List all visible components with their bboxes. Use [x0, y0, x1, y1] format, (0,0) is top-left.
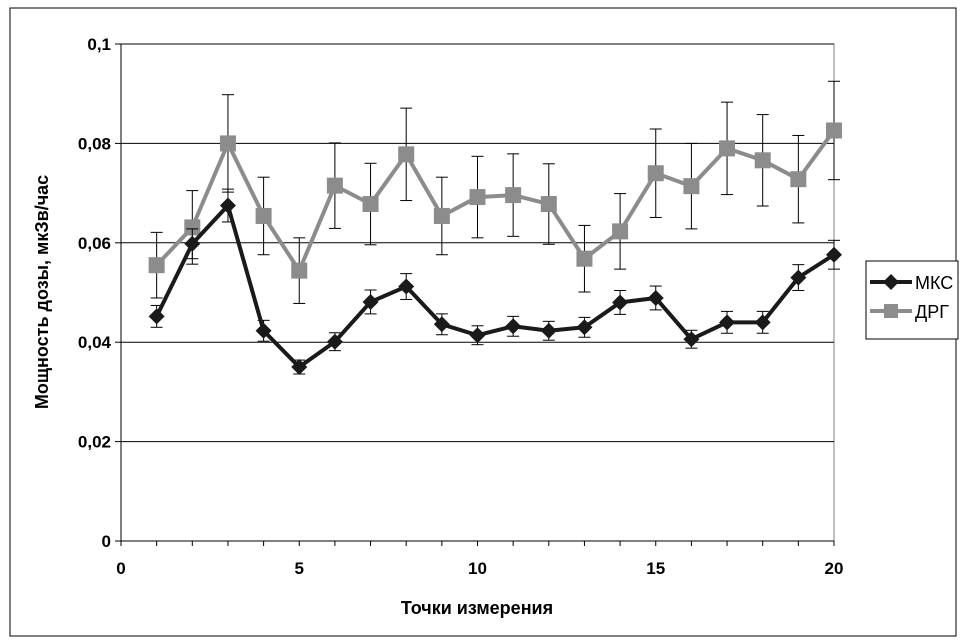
data-point — [398, 278, 415, 295]
data-point — [719, 140, 736, 157]
data-point — [790, 269, 807, 286]
data-point — [148, 257, 165, 274]
series-layer — [148, 80, 842, 376]
legend-label-drg: ДРГ — [915, 302, 949, 322]
data-point — [612, 294, 629, 311]
data-point — [433, 316, 450, 333]
data-point — [326, 177, 343, 194]
data-point — [291, 262, 308, 279]
legend: МКС ДРГ — [865, 260, 959, 340]
x-tick-label: 20 — [825, 559, 844, 578]
y-tick-label: 0,06 — [78, 234, 111, 253]
y-tick-label: 0,04 — [78, 333, 112, 352]
data-point — [148, 308, 165, 325]
data-point — [255, 207, 272, 224]
data-point — [826, 246, 842, 263]
legend-item-mks: МКС — [870, 273, 953, 293]
legend-item-drg: ДРГ — [870, 302, 949, 322]
data-point — [469, 189, 486, 206]
data-point — [647, 289, 664, 306]
data-point — [362, 293, 379, 310]
data-point — [826, 122, 842, 139]
x-tick-label: 0 — [116, 559, 125, 578]
data-point — [184, 235, 201, 252]
plot-area — [120, 43, 835, 542]
data-point — [576, 250, 593, 267]
data-point — [719, 314, 736, 331]
data-point — [326, 333, 343, 350]
data-point — [433, 207, 450, 224]
data-point — [647, 165, 664, 182]
y-tick-label: 0,08 — [78, 134, 111, 153]
data-point — [219, 197, 236, 214]
axes: 0 0,02 0,04 0,06 0,08 0,1 0 5 10 15 20 — [78, 35, 844, 578]
y-tick-label: 0,02 — [78, 433, 111, 452]
data-point — [291, 359, 308, 376]
legend-marker-drg — [884, 304, 898, 318]
data-point — [540, 196, 557, 213]
legend-box — [865, 260, 959, 340]
data-point — [612, 223, 629, 240]
data-point — [754, 152, 771, 169]
data-point — [505, 318, 522, 335]
data-point — [790, 171, 807, 188]
data-point — [576, 319, 593, 336]
series-mks — [148, 188, 842, 376]
legend-marker-mks — [883, 274, 899, 290]
y-axis-title: Мощность дозы, мкЗв/час — [32, 175, 52, 409]
series-drg — [148, 80, 842, 304]
y-tick-label: 0 — [102, 532, 111, 551]
legend-label-mks: МКС — [915, 273, 953, 293]
data-point — [683, 178, 700, 195]
data-point — [255, 322, 272, 339]
x-tick-label: 10 — [468, 559, 487, 578]
x-tick-label: 15 — [646, 559, 665, 578]
data-point — [362, 196, 379, 213]
data-point — [540, 322, 557, 339]
series-line — [154, 203, 836, 370]
data-point — [505, 187, 522, 204]
y-tick-label: 0,1 — [87, 35, 111, 54]
x-tick-label: 5 — [295, 559, 304, 578]
data-point — [398, 146, 415, 163]
data-point — [683, 331, 700, 348]
data-point — [184, 219, 201, 236]
data-point — [754, 314, 771, 331]
x-axis-title: Точки измерения — [401, 598, 553, 618]
data-point — [219, 135, 236, 152]
data-point — [469, 327, 486, 344]
